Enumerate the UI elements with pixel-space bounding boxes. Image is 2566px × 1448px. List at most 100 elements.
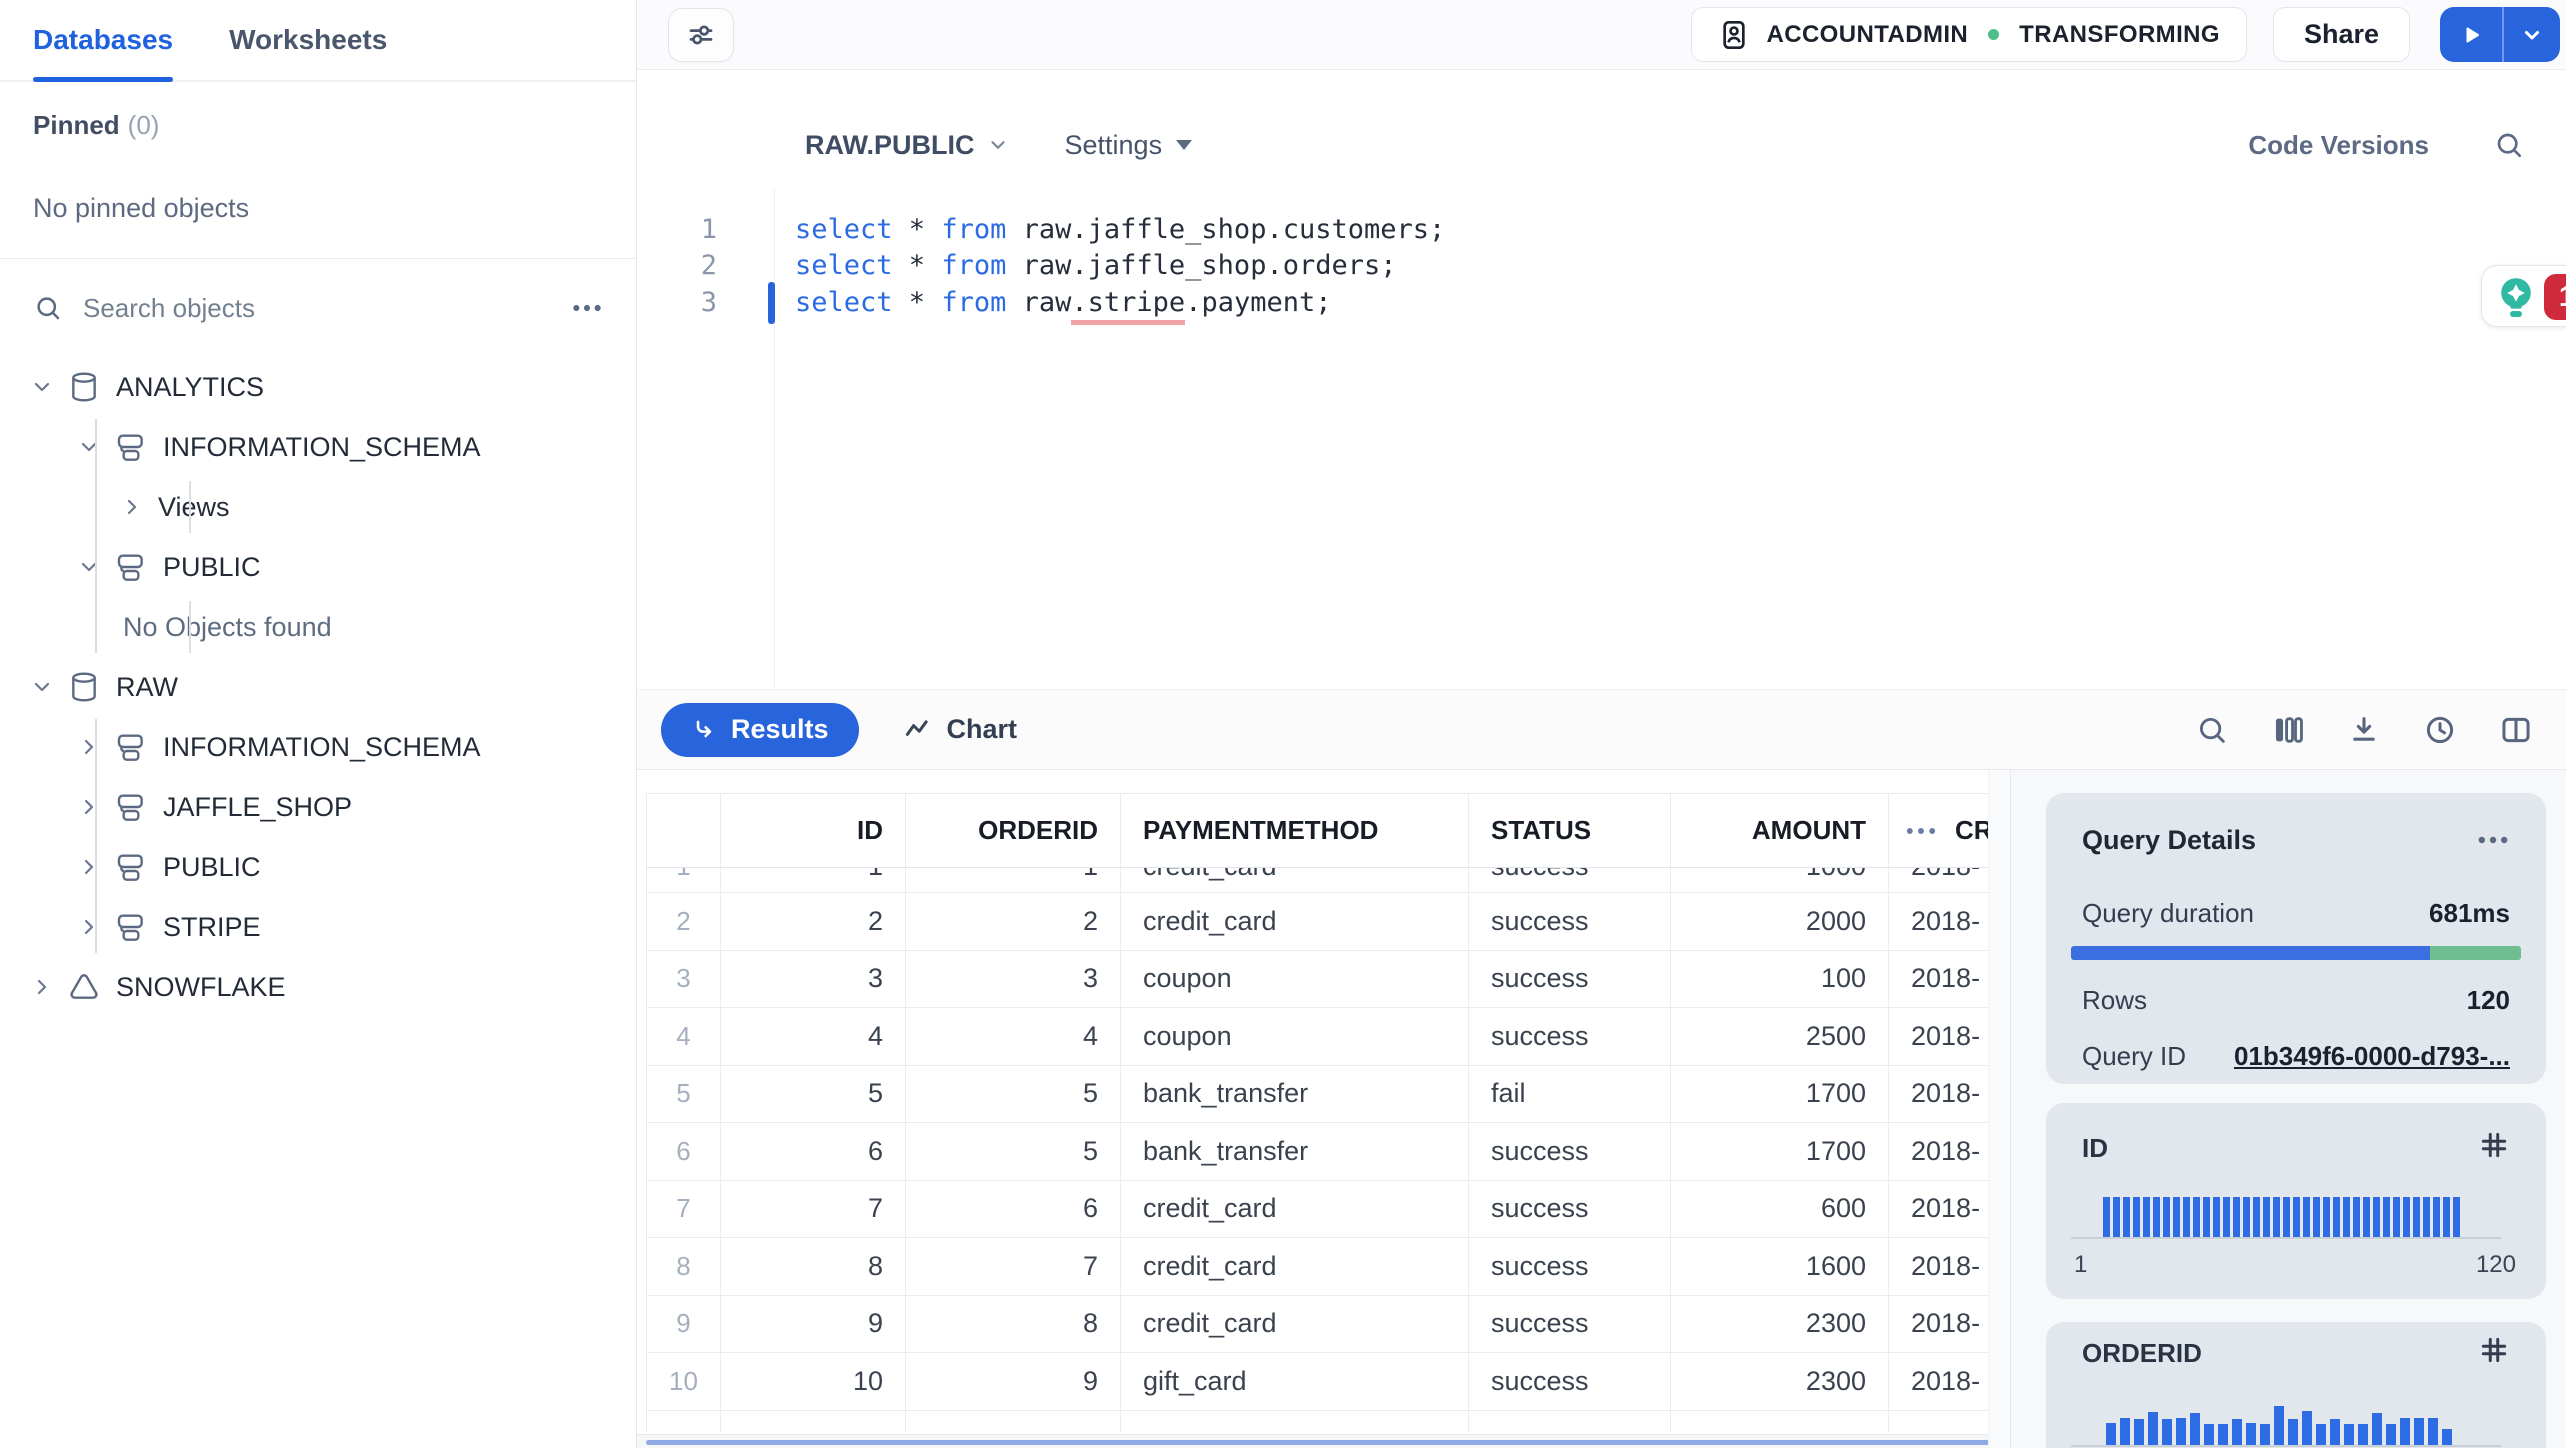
table-cell[interactable]: success: [1469, 1180, 1671, 1238]
table-cell[interactable]: 4: [906, 1008, 1121, 1066]
table-cell[interactable]: 1: [721, 868, 906, 893]
table-cell[interactable]: 2018-: [1889, 951, 1988, 1008]
row-number-cell[interactable]: 5: [646, 1065, 721, 1123]
run-button[interactable]: [2440, 7, 2504, 62]
run-options-button[interactable]: [2504, 7, 2560, 62]
row-number-cell[interactable]: 9: [646, 1295, 721, 1353]
table-cell[interactable]: success: [1469, 1123, 1671, 1181]
sql-editor[interactable]: RAW.PUBLIC Settings Code Versions 1 selec…: [637, 70, 2566, 689]
column-header-amount[interactable]: AMOUNT: [1671, 793, 1889, 868]
table-cell[interactable]: 2: [721, 893, 906, 951]
tree-item-public[interactable]: PUBLIC: [0, 537, 636, 597]
chevron-down-icon[interactable]: [77, 435, 101, 459]
columns-icon[interactable]: [2271, 713, 2305, 747]
results-search-icon[interactable]: [2195, 713, 2229, 747]
code-line-3[interactable]: 3 select * from raw.stripe.payment;: [637, 284, 2566, 325]
code-line-2[interactable]: 2 select * from raw.jaffle_shop.orders;: [637, 248, 2566, 285]
table-cell[interactable]: 2000: [1671, 893, 1889, 951]
sidebar-more-icon[interactable]: [571, 301, 603, 315]
row-number-cell[interactable]: 8: [646, 1238, 721, 1296]
table-cell[interactable]: 2300: [1671, 1295, 1889, 1353]
column-header-status[interactable]: STATUS: [1469, 793, 1671, 868]
table-cell[interactable]: 1000: [1671, 868, 1889, 893]
table-cell[interactable]: coupon: [1121, 950, 1469, 1008]
row-number-cell[interactable]: 6: [646, 1123, 721, 1181]
table-cell[interactable]: 9: [906, 1353, 1121, 1411]
table-cell[interactable]: 9: [721, 1295, 906, 1353]
column-header-created[interactable]: CREATED: [1889, 793, 1988, 868]
code-versions-button[interactable]: Code Versions: [2248, 129, 2429, 160]
table-cell[interactable]: 5: [721, 1065, 906, 1123]
chevron-right-icon[interactable]: [30, 975, 54, 999]
tree-item-snowflake[interactable]: SNOWFLAKE: [0, 957, 636, 1017]
tree-item-jaffle-shop[interactable]: JAFFLE_SHOP: [0, 777, 636, 837]
table-cell[interactable]: bank_transfer: [1121, 1123, 1469, 1181]
table-cell[interactable]: 4: [721, 1008, 906, 1066]
row-number-cell[interactable]: 3: [646, 950, 721, 1008]
tab-results[interactable]: Results: [661, 702, 859, 757]
table-cell[interactable]: 2018-: [1889, 1296, 1988, 1353]
settings-dropdown[interactable]: Settings: [1065, 130, 1193, 161]
chevron-down-icon[interactable]: [30, 375, 54, 399]
vertical-scrollbar[interactable]: [1988, 770, 2010, 1448]
table-cell[interactable]: 2300: [1671, 1353, 1889, 1411]
chevron-right-icon[interactable]: [77, 855, 101, 879]
table-cell[interactable]: 1700: [1671, 1123, 1889, 1181]
table-cell[interactable]: success: [1469, 1295, 1671, 1353]
column-header-id[interactable]: ID: [721, 793, 906, 868]
chevron-right-icon[interactable]: [120, 495, 144, 519]
horizontal-scrollbar[interactable]: [637, 1434, 2010, 1448]
table-cell[interactable]: success: [1469, 1008, 1671, 1066]
table-cell[interactable]: 8: [721, 1238, 906, 1296]
table-cell[interactable]: success: [1469, 950, 1671, 1008]
row-number-cell[interactable]: 10: [646, 1353, 721, 1411]
table-cell[interactable]: 1: [906, 868, 1121, 893]
table-cell[interactable]: 2018-: [1889, 868, 1988, 893]
split-panel-icon[interactable]: [2499, 713, 2533, 747]
table-cell[interactable]: success: [1469, 1238, 1671, 1296]
table-cell[interactable]: 2018-: [1889, 893, 1988, 951]
row-number-cell[interactable]: 7: [646, 1180, 721, 1238]
chevron-right-icon[interactable]: [77, 915, 101, 939]
table-cell[interactable]: 5: [906, 1123, 1121, 1181]
tree-item-information-schema[interactable]: INFORMATION_SCHEMA: [0, 417, 636, 477]
table-cell[interactable]: credit_card: [1121, 1238, 1469, 1296]
table-cell[interactable]: 2018-: [1889, 1123, 1988, 1181]
tree-item-stripe[interactable]: STRIPE: [0, 897, 636, 957]
object-search[interactable]: Search objects: [0, 259, 636, 357]
table-cell[interactable]: success: [1469, 893, 1671, 951]
code-line-1[interactable]: 1 select * from raw.jaffle_shop.customers…: [637, 211, 2566, 248]
table-cell[interactable]: 7: [906, 1238, 1121, 1296]
tab-chart[interactable]: Chart: [903, 714, 1017, 745]
worksheet-options-button[interactable]: [668, 7, 734, 62]
tree-item-raw[interactable]: RAW: [0, 657, 636, 717]
history-clock-icon[interactable]: [2423, 713, 2457, 747]
table-cell[interactable]: credit_card: [1121, 1295, 1469, 1353]
chevron-right-icon[interactable]: [77, 795, 101, 819]
table-cell[interactable]: 2018-: [1889, 1066, 1988, 1123]
chevron-down-icon[interactable]: [77, 555, 101, 579]
row-number-cell[interactable]: 2: [646, 893, 721, 951]
table-cell[interactable]: 8: [906, 1295, 1121, 1353]
table-cell[interactable]: 5: [906, 1065, 1121, 1123]
code-insights-pill[interactable]: 1: [2481, 265, 2566, 327]
table-cell[interactable]: 600: [1671, 1180, 1889, 1238]
table-cell[interactable]: 2018-: [1889, 1181, 1988, 1238]
table-cell[interactable]: success: [1469, 1353, 1671, 1411]
tree-item-information-schema[interactable]: INFORMATION_SCHEMA: [0, 717, 636, 777]
context-selector-button[interactable]: ACCOUNTADMIN TRANSFORMING: [1691, 7, 2247, 62]
download-icon[interactable]: [2347, 713, 2381, 747]
table-cell[interactable]: coupon: [1121, 1008, 1469, 1066]
tab-databases[interactable]: Databases: [33, 0, 174, 82]
table-cell[interactable]: 10: [721, 1353, 906, 1411]
table-cell[interactable]: 2018-: [1889, 1008, 1988, 1066]
query-details-menu-icon[interactable]: [2476, 833, 2510, 847]
column-menu-icon[interactable]: [1904, 824, 1938, 838]
tree-item-views[interactable]: Views: [0, 477, 636, 537]
column-header-paymentmethod[interactable]: PAYMENTMETHOD: [1121, 793, 1469, 868]
table-cell[interactable]: 1700: [1671, 1065, 1889, 1123]
column-header-orderid[interactable]: ORDERID: [906, 793, 1121, 868]
column-header-rownum[interactable]: [646, 793, 721, 868]
row-number-cell[interactable]: 4: [646, 1008, 721, 1066]
chevron-down-icon[interactable]: [30, 675, 54, 699]
